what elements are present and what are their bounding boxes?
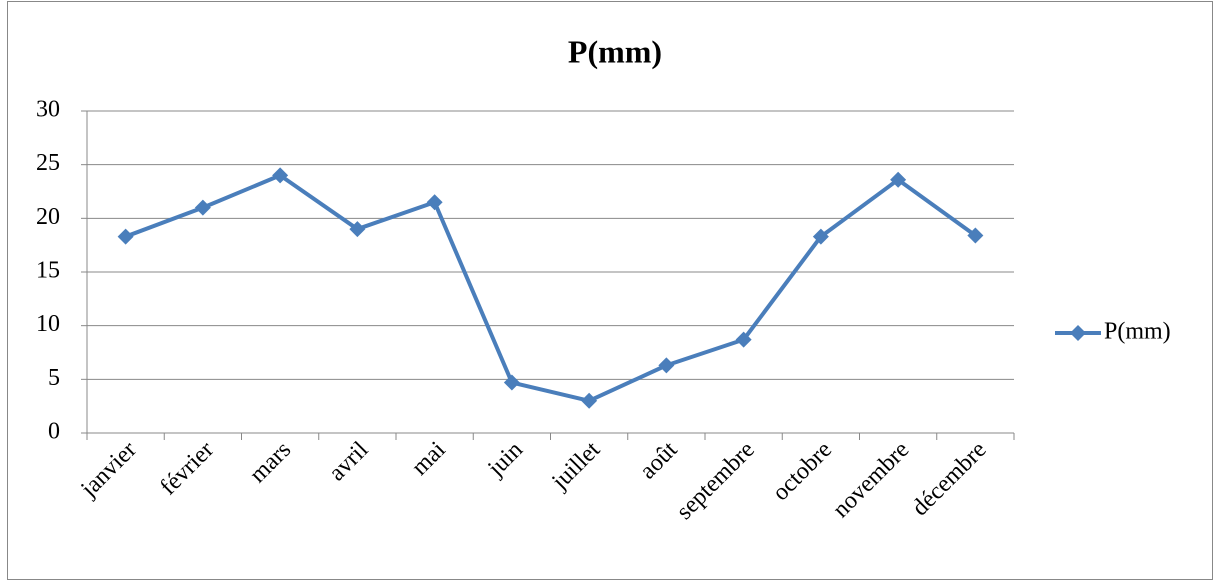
point [890, 171, 907, 188]
point [194, 199, 211, 216]
chart-title: P(mm) [568, 33, 662, 69]
y-tick-label: 25 [36, 150, 60, 176]
point [735, 331, 752, 348]
point [349, 221, 366, 238]
point [812, 228, 829, 245]
point [117, 228, 134, 245]
point [426, 194, 443, 211]
point [658, 357, 675, 374]
chart-border [7, 1, 1213, 580]
y-tick-label: 0 [48, 419, 60, 445]
legend-marker [1070, 325, 1086, 341]
point [272, 167, 289, 184]
y-tick-label: 20 [36, 204, 60, 230]
series-line [124, 173, 977, 403]
y-tick-label: 5 [48, 365, 60, 391]
point [581, 392, 598, 409]
y-tick-label: 30 [36, 97, 60, 123]
y-tick-label: 10 [36, 311, 60, 337]
point [967, 227, 984, 244]
point [503, 374, 520, 391]
legend-label: P(mm) [1104, 319, 1171, 345]
y-tick-label: 15 [36, 258, 60, 284]
